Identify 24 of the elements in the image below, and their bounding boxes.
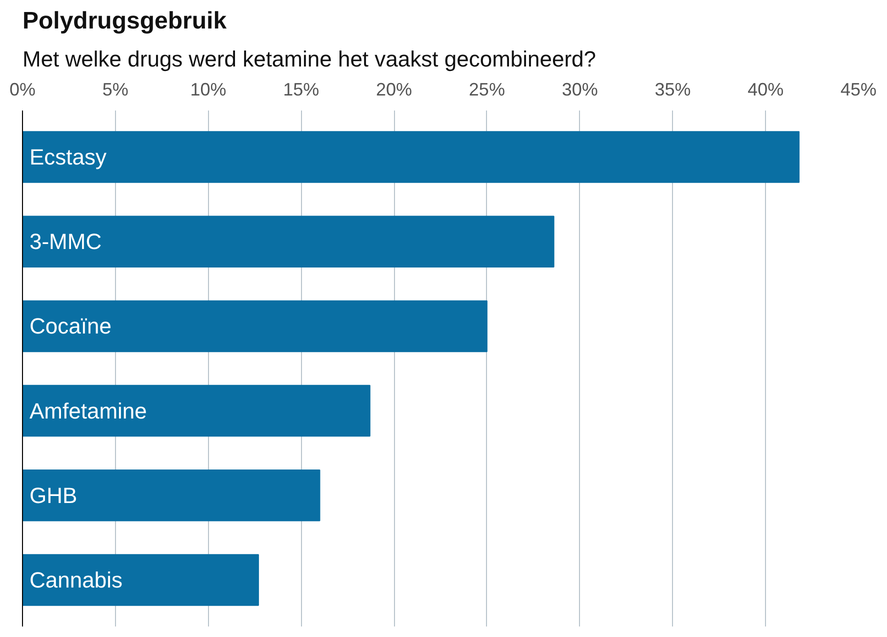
bar bbox=[22, 470, 320, 522]
x-tick-label: 10% bbox=[190, 80, 226, 100]
x-tick-label: 0% bbox=[9, 80, 36, 100]
bar bbox=[22, 131, 800, 183]
x-tick-label: 40% bbox=[748, 80, 784, 100]
y-tick-label: 3‑MMC bbox=[30, 229, 102, 254]
y-tick-label: Ecstasy bbox=[30, 144, 107, 170]
y-tick-label: Cannabis bbox=[30, 567, 122, 592]
bar bbox=[22, 554, 259, 606]
x-tick-label: 30% bbox=[562, 80, 598, 100]
x-tick-label: 5% bbox=[102, 80, 128, 100]
x-tick-label: 25% bbox=[468, 80, 505, 100]
chart-subtitle: Met welke drugs werd ketamine het vaakst gecombineerd? bbox=[22, 46, 596, 72]
bar bbox=[22, 384, 370, 437]
chart-title: Polydrugsgebruik bbox=[22, 8, 228, 34]
y-tick-label: Amfetamine bbox=[30, 398, 147, 424]
x-tick-label: 45% bbox=[840, 80, 877, 100]
x-tick-label: 35% bbox=[654, 80, 691, 100]
y-tick-label: Cocaïne bbox=[30, 314, 112, 339]
x-tick-label: 15% bbox=[283, 80, 320, 100]
y-tick-label: GHB bbox=[30, 482, 78, 508]
bar bbox=[22, 216, 554, 268]
x-tick-label: 20% bbox=[376, 80, 412, 100]
bar bbox=[22, 300, 488, 352]
